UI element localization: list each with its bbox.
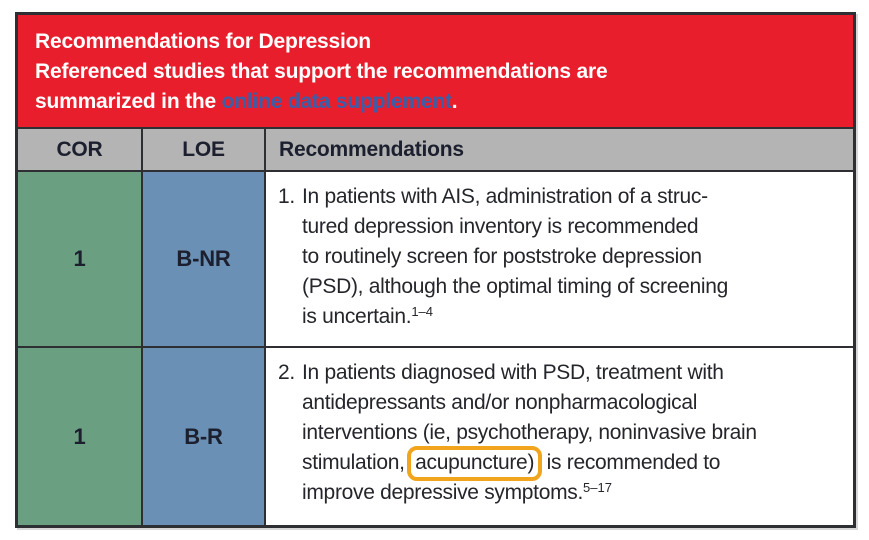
banner: Recommendations for Depression Reference…	[18, 15, 853, 129]
banner-subtitle-line: Referenced studies that support the reco…	[35, 60, 608, 83]
recommendation-text: In patients with AIS, administration of …	[302, 182, 847, 332]
table-row: 1 B-NR 1. In patients with AIS, administ…	[18, 172, 853, 348]
recommendation-text: In patients diagnosed with PSD, treatmen…	[302, 358, 847, 508]
citation-superscript: 1–4	[411, 304, 434, 319]
table-row: 1 B-R 2. In patients diagnosed with PSD,…	[18, 348, 853, 525]
cor-cell-1: 1	[18, 172, 143, 346]
recommendation-line-text: improve depressive symptoms.	[302, 481, 584, 504]
recommendation-line: is uncertain.1–4	[302, 302, 847, 332]
recommendation-line: tured depression inventory is recommende…	[302, 215, 699, 238]
recommendation-line: In patients with AIS, administration of …	[302, 185, 708, 208]
banner-link-prefix: summarized in the	[35, 90, 222, 113]
recommendation-line: In patients diagnosed with PSD, treatmen…	[302, 361, 724, 384]
recommendations-table: Recommendations for Depression Reference…	[15, 12, 856, 528]
recommendation-cell-1: 1. In patients with AIS, administration …	[266, 172, 853, 346]
table-header-row: COR LOE Recommendations	[18, 129, 853, 172]
banner-link-line: summarized in the online data supplement…	[35, 87, 837, 117]
cor-cell-2: 1	[18, 348, 143, 525]
column-header-recommendations: Recommendations	[279, 137, 464, 161]
highlight-line-post: is recommended to	[541, 451, 721, 474]
acupuncture-highlight-box: acupuncture)	[407, 446, 543, 481]
recommendation-number: 1.	[278, 185, 295, 208]
online-data-supplement-link[interactable]: online data supplement	[221, 90, 452, 113]
highlight-line-pre: stimulation,	[302, 451, 411, 474]
recommendation-number: 2.	[278, 361, 295, 384]
recommendation-line: to routinely screen for poststroke depre…	[302, 245, 702, 268]
banner-title: Recommendations for Depression	[35, 30, 371, 53]
recommendation-line: (PSD), although the optimal timing of sc…	[302, 275, 728, 298]
loe-cell-1: B-NR	[143, 172, 266, 346]
cor-value: 1	[73, 246, 86, 271]
recommendation-line-text: is uncertain.	[302, 305, 412, 328]
recommendation-line-highlighted: stimulation, acupuncture) is recommended…	[302, 446, 847, 481]
loe-value: B-R	[184, 423, 223, 449]
loe-cell-2: B-R	[143, 348, 266, 525]
column-header-cor: COR	[18, 129, 143, 170]
recommendation-line: interventions (ie, psychotherapy, noninv…	[302, 421, 757, 444]
recommendation-cell-2: 2. In patients diagnosed with PSD, treat…	[266, 348, 853, 525]
column-header-loe: LOE	[143, 129, 266, 170]
cor-value: 1	[73, 423, 86, 449]
recommendation-1: 1. In patients with AIS, administration …	[278, 182, 847, 332]
recommendation-2: 2. In patients diagnosed with PSD, treat…	[278, 358, 847, 508]
loe-value: B-NR	[176, 246, 231, 271]
recommendation-line: improve depressive symptoms.5–17	[302, 478, 847, 508]
citation-superscript: 5–17	[583, 480, 612, 495]
recommendation-line: antidepressants and/or nonpharmacologica…	[302, 391, 698, 414]
banner-link-suffix: .	[451, 90, 458, 113]
